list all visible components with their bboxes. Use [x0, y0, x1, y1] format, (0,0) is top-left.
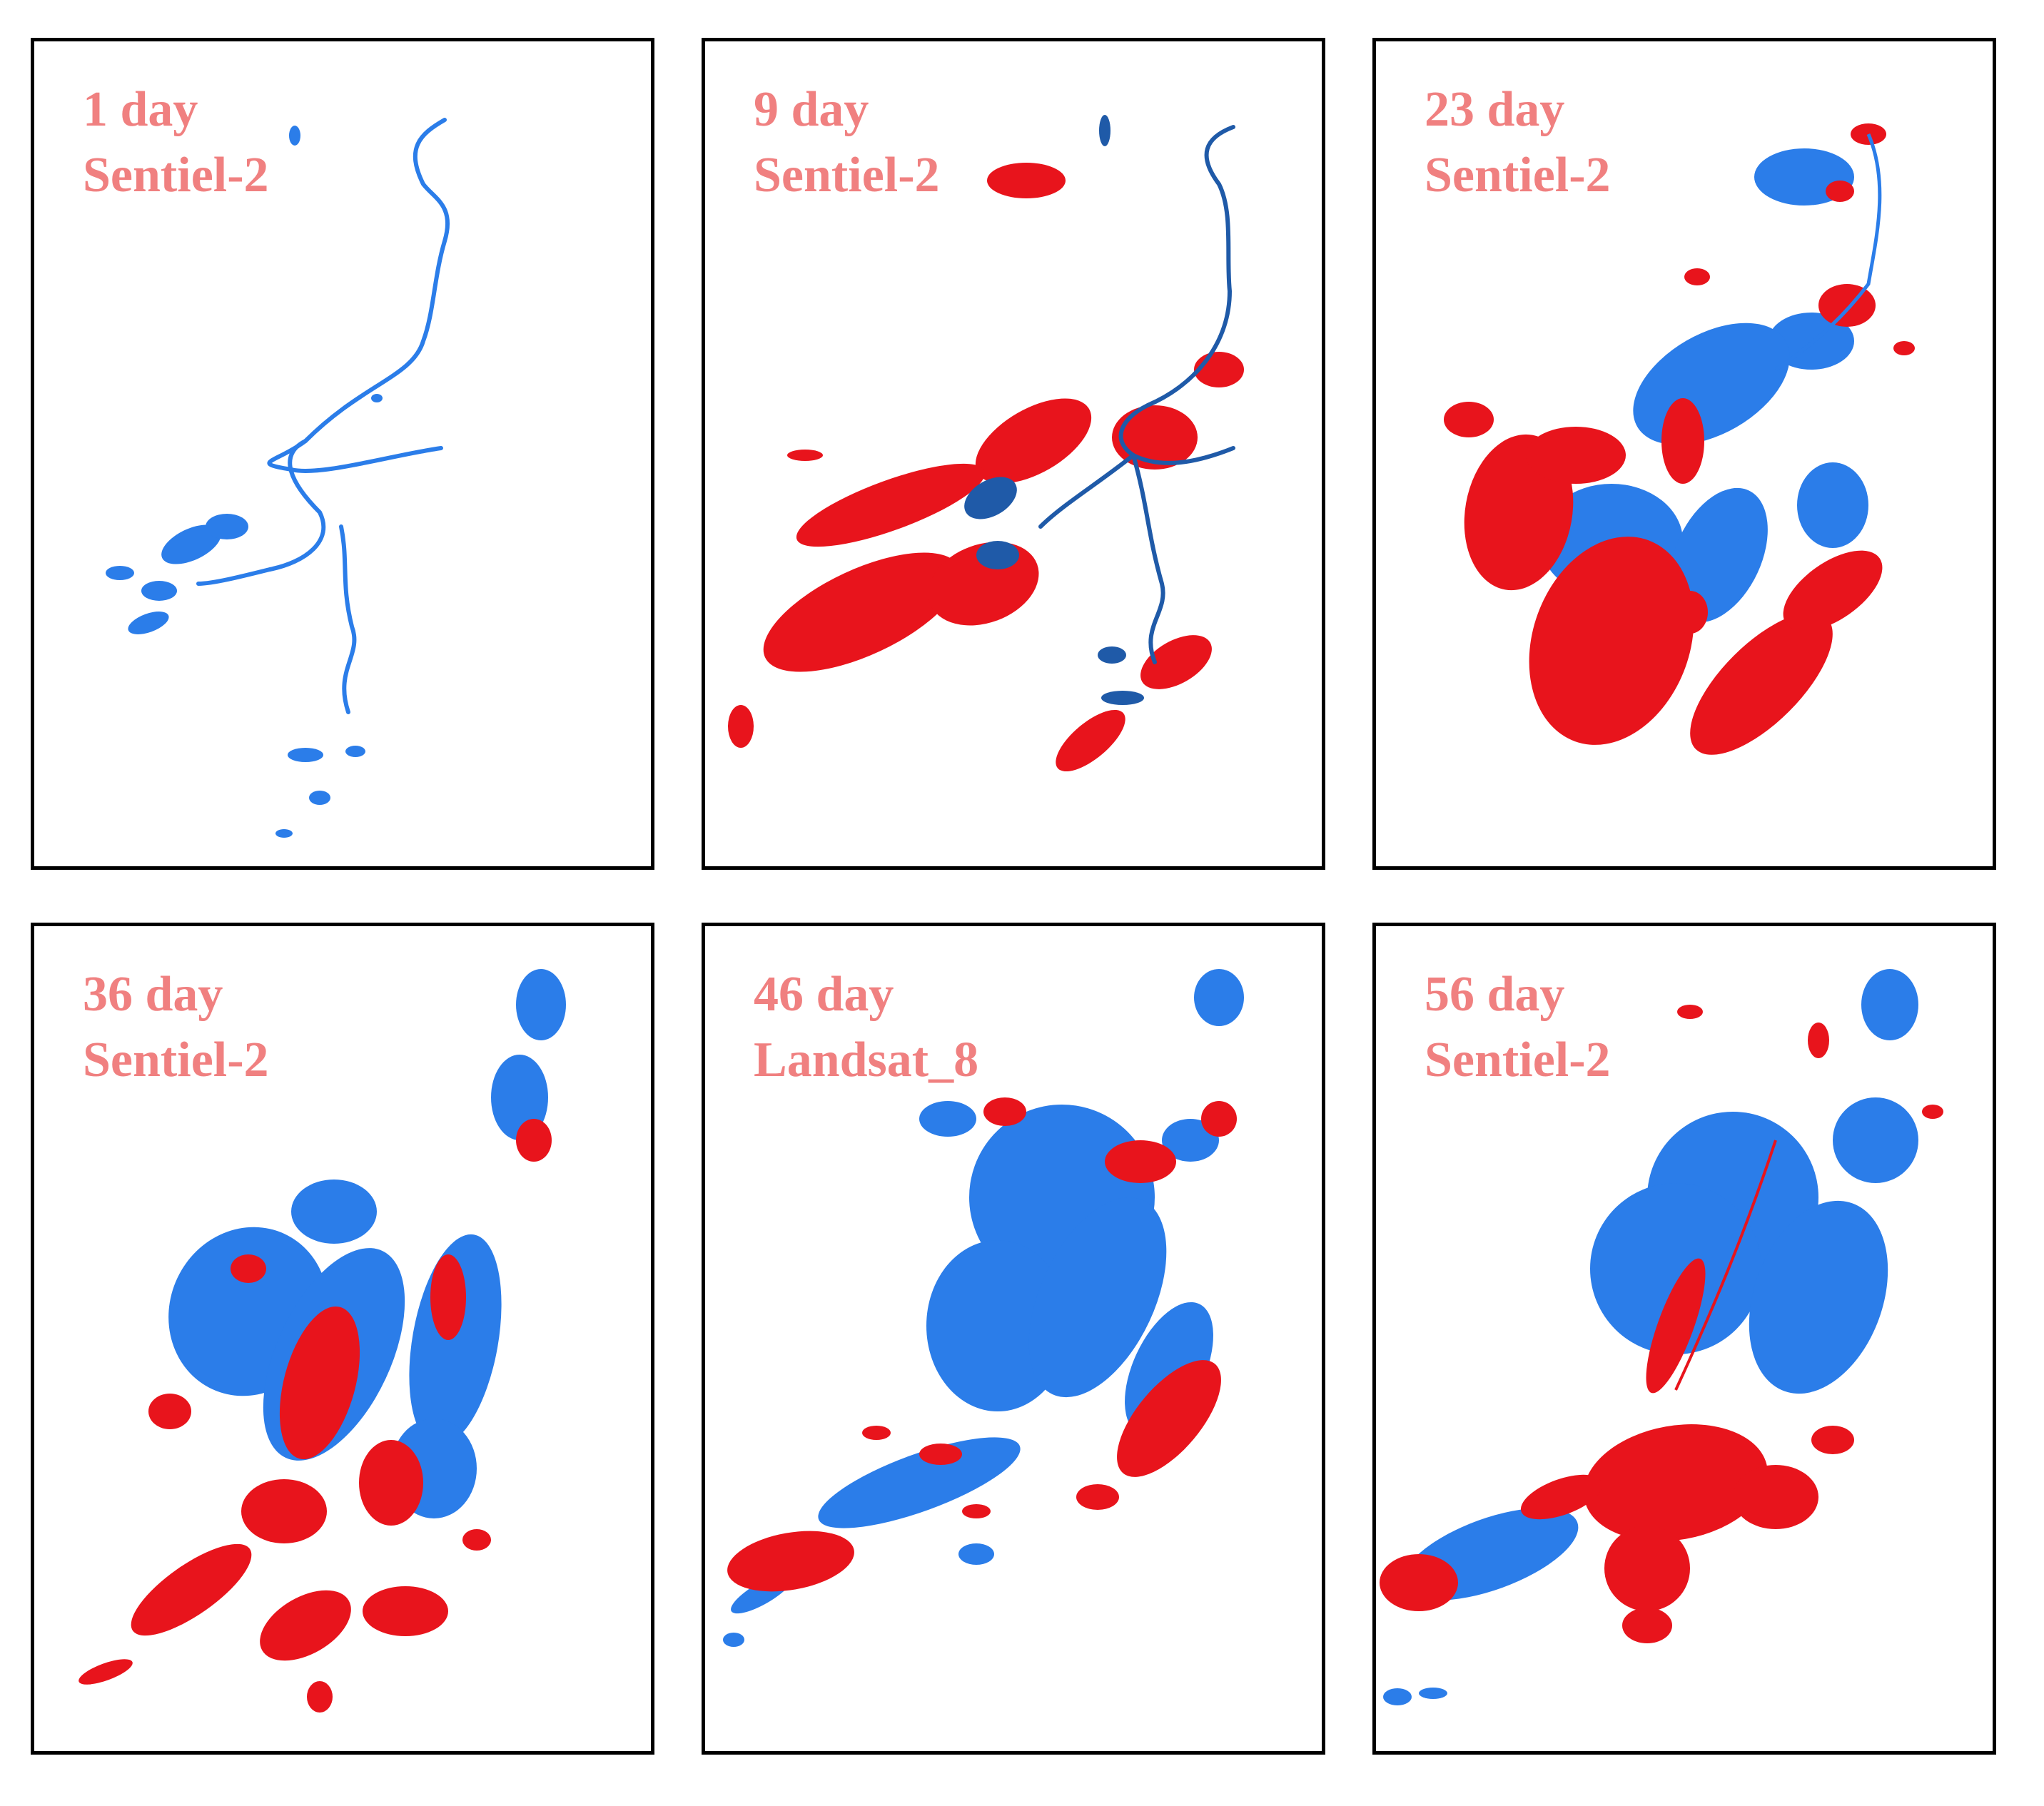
panel-label: 9 day Sentiel-2 — [754, 77, 940, 208]
day-label: 1 day — [83, 82, 198, 137]
flood-map-day-46 — [723, 969, 1244, 1647]
sensor-label: Sentiel-2 — [1425, 1033, 1611, 1087]
sensor-label: Sentiel-2 — [754, 148, 940, 203]
map-panel-day-23: 23 day Sentiel-2 — [1372, 38, 1996, 870]
flood-map-day-1 — [106, 118, 450, 838]
sensor-label: Sentiel-2 — [83, 148, 269, 203]
map-panel-day-46: 46 day Landsat_8 — [702, 923, 1325, 1755]
flood-map-day-56 — [1380, 969, 1943, 1705]
map-panel-day-1: 1 day Sentiel-2 — [31, 38, 654, 870]
map-panel-day-56: 56 day Sentiel-2 — [1372, 923, 1996, 1755]
panel-label: 23 day Sentiel-2 — [1425, 77, 1611, 208]
flood-map-day-9 — [728, 115, 1244, 772]
panel-label: 36 day Sentiel-2 — [83, 962, 269, 1093]
sensor-label: Sentiel-2 — [1425, 148, 1611, 203]
map-panel-day-9: 9 day Sentiel-2 — [702, 38, 1325, 870]
day-label: 56 day — [1425, 967, 1565, 1022]
day-label: 9 day — [754, 82, 869, 137]
sensor-label: Sentiel-2 — [83, 1033, 269, 1087]
flood-map-day-23 — [1444, 123, 1915, 755]
flood-map-day-36 — [79, 969, 566, 1713]
map-panel-day-36: 36 day Sentiel-2 — [31, 923, 654, 1755]
panel-label: 46 day Landsat_8 — [754, 962, 978, 1093]
panel-label: 56 day Sentiel-2 — [1425, 962, 1611, 1093]
sensor-label: Landsat_8 — [754, 1033, 979, 1087]
day-label: 36 day — [83, 967, 223, 1022]
day-label: 23 day — [1425, 82, 1565, 137]
day-label: 46 day — [754, 967, 894, 1022]
panel-label: 1 day Sentiel-2 — [83, 77, 269, 208]
